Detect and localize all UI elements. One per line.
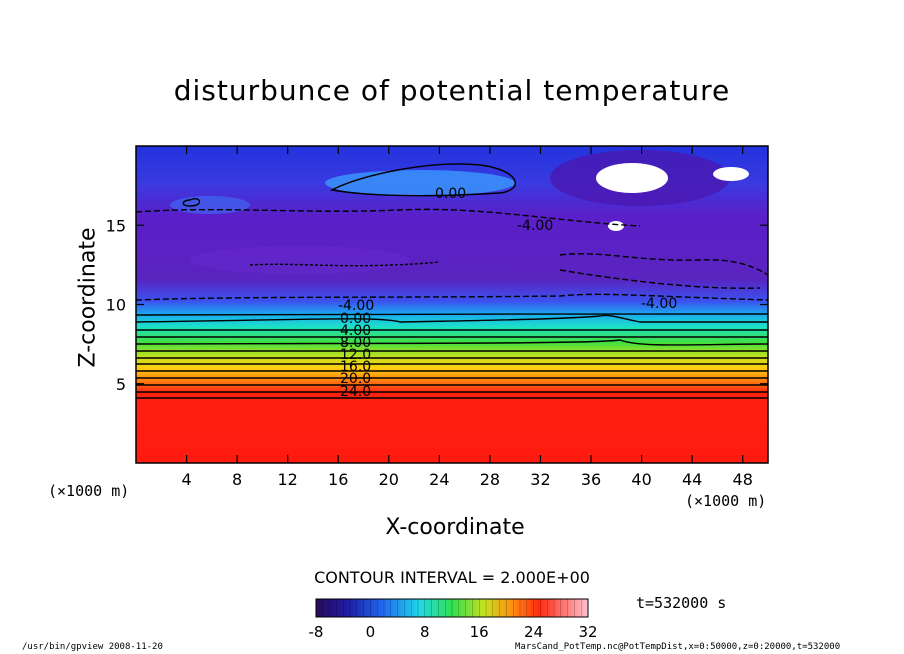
x-tick-label: 8: [232, 470, 242, 489]
x-axis-label: X-coordinate: [385, 515, 525, 540]
x-tick-label: 4: [181, 470, 191, 489]
x-tick-label: 12: [278, 470, 298, 489]
time-label: t=532000 s: [636, 594, 727, 612]
colorbar-tick-label: 32: [578, 623, 597, 641]
footer-source: MarsCand_PotTemp.nc@PotTempDist,x=0:5000…: [515, 642, 841, 652]
missing-data-region: [713, 167, 749, 181]
missing-data-region: [596, 163, 668, 193]
y-tick-label: 15: [106, 216, 126, 235]
contour-label: 0.00: [435, 186, 466, 202]
plot-area: 0.00 -4.00 -4.00 0.00 4.00 8.00 12.0 16.…: [106, 145, 769, 489]
warm-blob: [170, 196, 250, 214]
y-ticks: 5 10 15: [106, 216, 768, 394]
contour-label: -4.00: [338, 298, 374, 314]
warm-blob: [325, 170, 515, 196]
colorbar-tick-label: 24: [524, 623, 543, 641]
contour-label-group: 0.00 -4.00 -4.00 0.00 4.00 8.00 12.0 16.…: [338, 186, 677, 400]
contour-label: 16.0: [340, 359, 371, 375]
x-tick-label: 48: [733, 470, 753, 489]
x-tick-label: 32: [530, 470, 550, 489]
colorbar-tick-label: 16: [470, 623, 489, 641]
x-ticks: 4 8 12 16 20 24 28 32 36 40 44 48: [181, 146, 753, 489]
contour-label: 12.0: [340, 347, 371, 363]
footer-program-date: /usr/bin/gpview 2008-11-20: [22, 642, 163, 652]
contour-interval-label: CONTOUR INTERVAL = 2.000E+00: [314, 568, 590, 587]
x-tick-label: 24: [429, 470, 449, 489]
x-unit-label: (×1000 m): [48, 482, 130, 500]
missing-data-region: [608, 221, 624, 231]
contour-label: 20.0: [340, 371, 371, 387]
contour-label: -4.00: [517, 218, 553, 234]
y-axis-label: Z-coordinate: [75, 227, 101, 368]
x-tick-label: 36: [581, 470, 601, 489]
colorbar-tick-label: -8: [309, 623, 324, 641]
contour-label: 4.00: [340, 323, 371, 339]
chart-title: disturbunce of potential temperature: [173, 74, 731, 107]
x-tick-label: 16: [328, 470, 348, 489]
y-tick-label: 10: [106, 296, 126, 315]
x-tick-label: 20: [379, 470, 399, 489]
colorbar-ticks: -8 0 8 16 24 32: [309, 599, 598, 641]
colorbar-tick-label: 0: [366, 623, 376, 641]
x-unit-label: (×1000 m): [685, 492, 767, 510]
y-tick-label: 5: [116, 375, 126, 394]
contour-label: 0.00: [340, 311, 371, 327]
x-tick-label: 44: [682, 470, 702, 489]
x-tick-label: 40: [631, 470, 651, 489]
contour-label: 24.0: [340, 384, 371, 400]
colorbar: -8 0 8 16 24 32: [309, 598, 598, 641]
contour-lines: [135, 163, 769, 399]
x-tick-label: 28: [480, 470, 500, 489]
cold-region: [190, 246, 410, 274]
contour-label: 8.00: [340, 335, 371, 351]
contour-label: -4.00: [641, 296, 677, 312]
colorbar-tick-label: 8: [420, 623, 430, 641]
